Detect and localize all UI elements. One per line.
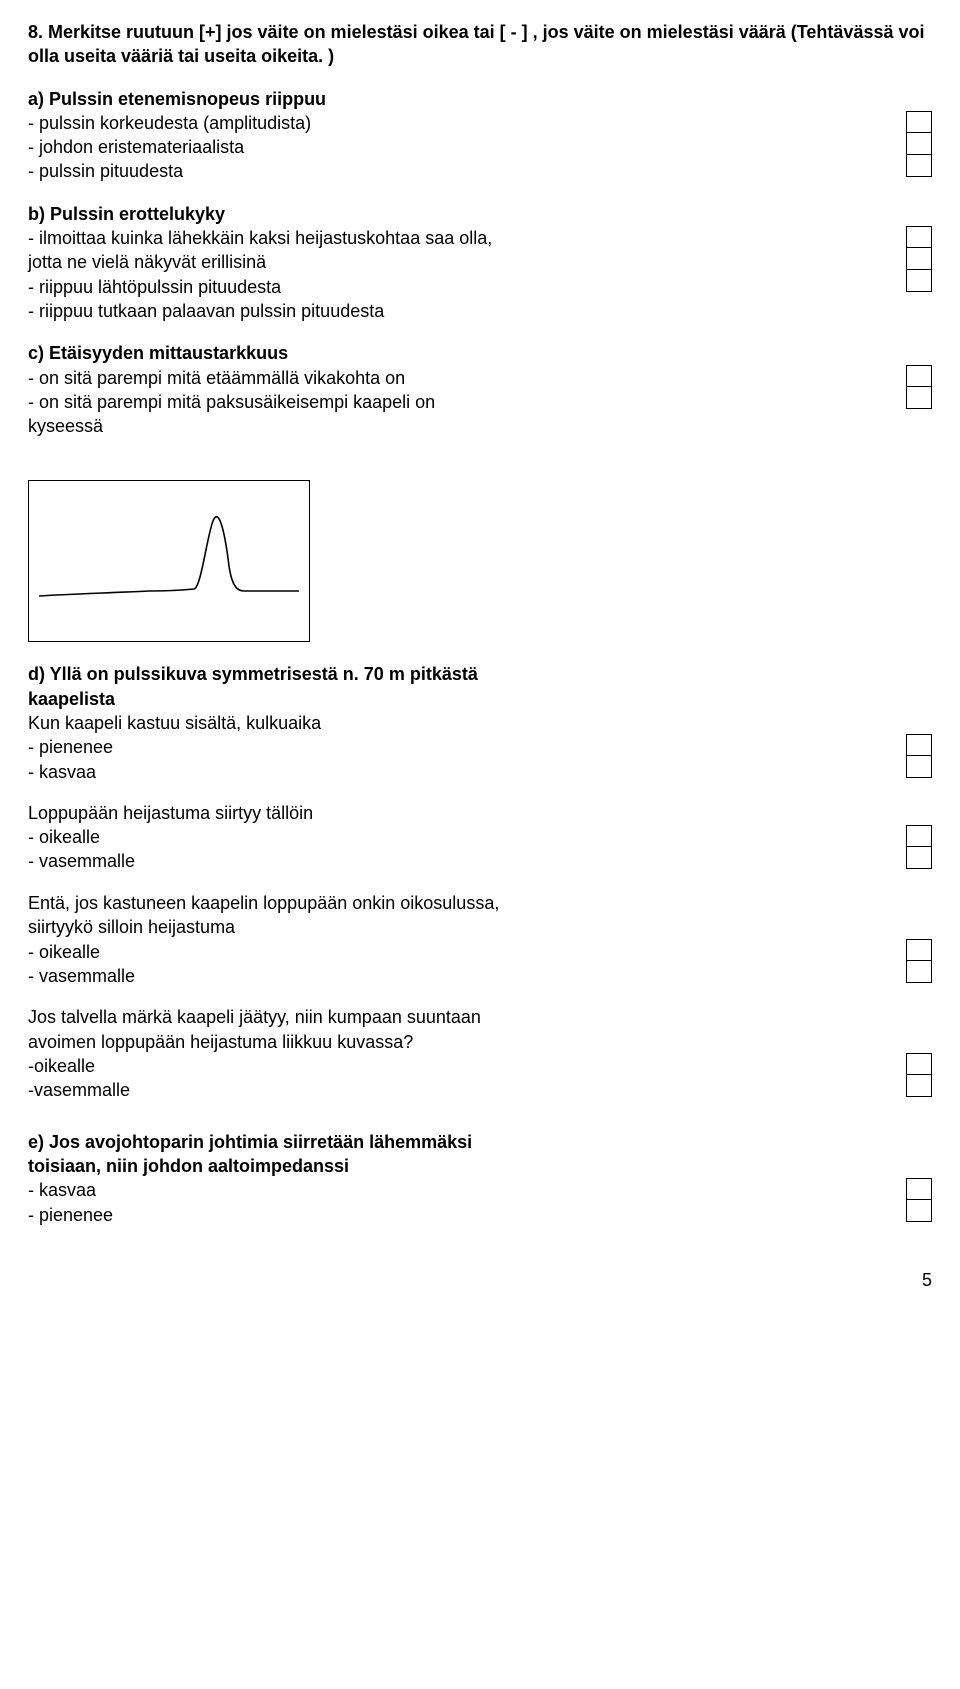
checkbox[interactable] (906, 734, 932, 756)
section-b-title: b) Pulssin erottelukyky (28, 202, 894, 226)
section-d-opt: - pienenee (28, 735, 894, 759)
pulse-path (39, 517, 299, 596)
section-d-part1: d) Yllä on pulssikuva symmetrisestä n. 7… (28, 662, 932, 784)
section-d-text2: Loppupään heijastuma siirtyy tällöin - o… (28, 801, 906, 874)
section-a-item: - johdon eristemateriaalista (28, 135, 894, 159)
section-c-title: c) Etäisyyden mittaustarkkuus (28, 341, 894, 365)
pulse-svg (29, 481, 309, 641)
checkbox[interactable] (906, 961, 932, 983)
section-d-opt: - vasemmalle (28, 849, 894, 873)
checkbox[interactable] (906, 1075, 932, 1097)
section-e-text: e) Jos avojohtoparin johtimia siirretään… (28, 1130, 906, 1227)
section-e-boxes (906, 1130, 932, 1228)
section-d-part2: Loppupään heijastuma siirtyy tällöin - o… (28, 801, 932, 875)
checkbox[interactable] (906, 939, 932, 961)
section-b-item: - riippuu lähtöpulssin pituudesta (28, 275, 894, 299)
pulse-figure (28, 480, 310, 642)
section-e-opt: - pienenee (28, 1203, 894, 1227)
page-number: 5 (28, 1268, 932, 1292)
section-d-boxes2 (906, 801, 932, 875)
checkbox[interactable] (906, 111, 932, 133)
section-d-line: Kun kaapeli kastuu sisältä, kulkuaika (28, 711, 894, 735)
section-d-opt: - oikealle (28, 825, 894, 849)
section-a-text: a) Pulssin etenemisnopeus riippuu - puls… (28, 87, 906, 184)
section-d-opt: - vasemmalle (28, 964, 894, 988)
section-e-title1: e) Jos avojohtoparin johtimia siirretään… (28, 1130, 894, 1154)
section-d-text3: Entä, jos kastuneen kaapelin loppupään o… (28, 891, 906, 988)
checkbox[interactable] (906, 270, 932, 292)
section-a-item: - pulssin korkeudesta (amplitudista) (28, 111, 894, 135)
checkbox[interactable] (906, 226, 932, 248)
checkbox[interactable] (906, 1178, 932, 1200)
section-b-boxes (906, 202, 932, 298)
section-a-item: - pulssin pituudesta (28, 159, 894, 183)
section-d-opt: - kasvaa (28, 760, 894, 784)
section-c-text: c) Etäisyyden mittaustarkkuus - on sitä … (28, 341, 906, 438)
checkbox[interactable] (906, 1200, 932, 1222)
section-b-item: - ilmoittaa kuinka lähekkäin kaksi heija… (28, 226, 894, 275)
section-b-text: b) Pulssin erottelukyky - ilmoittaa kuin… (28, 202, 906, 323)
section-d-part3: Entä, jos kastuneen kaapelin loppupään o… (28, 891, 932, 989)
section-c: c) Etäisyyden mittaustarkkuus - on sitä … (28, 341, 932, 438)
checkbox[interactable] (906, 133, 932, 155)
checkbox[interactable] (906, 825, 932, 847)
checkbox[interactable] (906, 248, 932, 270)
section-d-line: Entä, jos kastuneen kaapelin loppupään o… (28, 891, 894, 915)
section-b-item: - riippuu tutkaan palaavan pulssin pituu… (28, 299, 894, 323)
section-d-opt: -oikealle (28, 1054, 894, 1078)
section-d-boxes1 (906, 662, 932, 784)
section-d-line: Jos talvella märkä kaapeli jäätyy, niin … (28, 1005, 894, 1029)
section-d-boxes4 (906, 1005, 932, 1103)
checkbox[interactable] (906, 847, 932, 869)
section-d-line: siirtyykö silloin heijastuma (28, 915, 894, 939)
checkbox[interactable] (906, 365, 932, 387)
section-e: e) Jos avojohtoparin johtimia siirretään… (28, 1130, 932, 1228)
section-a-boxes (906, 87, 932, 183)
checkbox[interactable] (906, 155, 932, 177)
checkbox[interactable] (906, 1053, 932, 1075)
section-c-boxes (906, 341, 932, 415)
section-c-item: - on sitä parempi mitä etäämmällä vikako… (28, 366, 894, 390)
section-d-text4: Jos talvella märkä kaapeli jäätyy, niin … (28, 1005, 906, 1102)
section-d-part4: Jos talvella märkä kaapeli jäätyy, niin … (28, 1005, 932, 1103)
section-d-line: avoimen loppupään heijastuma liikkuu kuv… (28, 1030, 894, 1054)
section-d-opt: - oikealle (28, 940, 894, 964)
checkbox[interactable] (906, 756, 932, 778)
question-intro: 8. Merkitse ruutuun [+] jos väite on mie… (28, 20, 932, 69)
intro-lead: 8. Merkitse ruutuun (28, 22, 199, 42)
section-d-title2: kaapelista (28, 687, 894, 711)
section-e-title2: toisiaan, niin johdon aaltoimpedanssi (28, 1154, 894, 1178)
section-d-title1: d) Yllä on pulssikuva symmetrisestä n. 7… (28, 662, 894, 686)
section-d-line: Loppupään heijastuma siirtyy tällöin (28, 801, 894, 825)
section-d-boxes3 (906, 891, 932, 989)
section-a-title: a) Pulssin etenemisnopeus riippuu (28, 87, 894, 111)
section-d-text1: d) Yllä on pulssikuva symmetrisestä n. 7… (28, 662, 906, 783)
section-b: b) Pulssin erottelukyky - ilmoittaa kuin… (28, 202, 932, 323)
section-d-opt: -vasemmalle (28, 1078, 894, 1102)
section-a: a) Pulssin etenemisnopeus riippuu - puls… (28, 87, 932, 184)
checkbox[interactable] (906, 387, 932, 409)
section-e-opt: - kasvaa (28, 1178, 894, 1202)
section-c-item: - on sitä parempi mitä paksusäikeisempi … (28, 390, 894, 439)
